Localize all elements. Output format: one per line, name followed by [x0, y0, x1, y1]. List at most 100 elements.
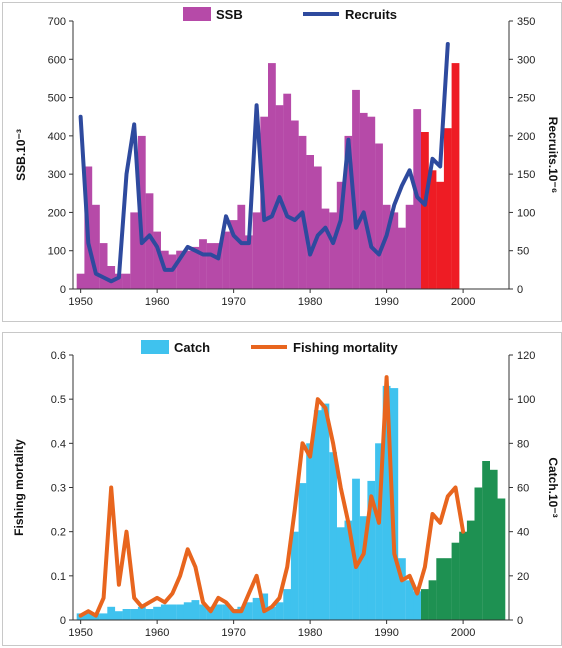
bar-1959	[145, 193, 154, 289]
bar-1963	[176, 250, 184, 289]
bar-2003	[482, 461, 490, 620]
bar-1976	[275, 602, 284, 620]
y-left-tick-label: 200	[48, 207, 66, 219]
bar-1975	[268, 606, 276, 621]
bar-1981	[313, 410, 322, 620]
catch-mortality-chart: 0 0.1 0.2 0.3 0.4 0.5 0.6 0 20 40 60 80 100 120 1950 19…	[12, 340, 560, 639]
bar-1998	[443, 558, 452, 620]
bar-1989	[375, 143, 383, 289]
bar-1995	[421, 132, 429, 289]
bar-1988	[367, 480, 376, 620]
bar-1990	[382, 204, 391, 289]
bar-1981	[313, 166, 322, 289]
bar-1999	[451, 63, 460, 289]
bar-1987	[359, 112, 368, 290]
bar-1973	[252, 212, 261, 289]
y-right-tick-label: 100	[517, 207, 535, 219]
y-left-tick-label: 0.4	[51, 438, 66, 450]
bar-1964	[183, 250, 192, 289]
bar-1984	[336, 527, 345, 621]
bar-1955	[115, 611, 123, 620]
bar-1957	[130, 609, 139, 620]
y-left-tick-label: 100	[48, 246, 66, 258]
bar-1971	[237, 606, 246, 621]
series-line	[78, 42, 450, 284]
bar-1953	[99, 243, 108, 289]
bar-1969	[222, 604, 230, 620]
y-right-tick-label: 200	[517, 131, 535, 143]
y-right-tick-label: 250	[517, 93, 535, 105]
bar-1968	[214, 243, 223, 289]
y-left-tick-label: 0	[60, 615, 66, 627]
y-left-tick-label: 0	[60, 284, 66, 296]
bar-1995	[421, 589, 429, 620]
y-left-tick-label: 700	[48, 16, 66, 28]
x-tick-label: 1970	[221, 627, 245, 639]
bar-2005	[497, 498, 506, 620]
y-left-tick-label: 0.5	[51, 394, 66, 406]
y-left-tick-label: 300	[48, 169, 66, 181]
bar-1951	[84, 613, 93, 620]
bar-1966	[199, 604, 207, 620]
bar-1983	[329, 452, 337, 620]
legend-bar-label: SSB	[216, 7, 243, 22]
bar-1961	[160, 604, 169, 620]
legend-line-label: Fishing mortality	[293, 340, 399, 355]
bar-1956	[122, 609, 131, 620]
bar-1954	[107, 606, 116, 621]
bar-1958	[137, 606, 146, 621]
bar-1956	[122, 273, 131, 289]
bar-2002	[474, 487, 483, 620]
bar-1980	[306, 155, 314, 289]
y-left-tick-label: 0.6	[51, 350, 66, 362]
y-axis-left-label: SSB.10⁻³	[14, 129, 28, 181]
x-tick-label: 1970	[221, 296, 245, 308]
legend-bar-swatch	[183, 7, 211, 21]
bar-1967	[206, 243, 215, 289]
bar-1987	[359, 516, 368, 620]
bar-1960	[153, 231, 161, 289]
bar-1992	[398, 558, 406, 620]
bar-1963	[176, 604, 184, 620]
bar-1989	[375, 443, 383, 620]
bar-1970	[229, 609, 238, 620]
x-tick-label: 2000	[451, 627, 475, 639]
bar-1991	[390, 212, 399, 289]
bar-1973	[252, 597, 261, 620]
bar-1982	[321, 403, 330, 620]
bar-1996	[428, 580, 437, 621]
bar-1952	[92, 204, 100, 289]
bar-1984	[336, 181, 345, 289]
y-right-tick-label: 120	[517, 350, 535, 362]
x-tick-label: 1950	[68, 627, 92, 639]
bar-2000	[459, 531, 467, 620]
x-tick-label: 1980	[298, 627, 322, 639]
legend-bar-swatch	[141, 340, 169, 354]
bar-1953	[99, 613, 108, 620]
bar-1997	[436, 558, 445, 620]
bar-1982	[321, 208, 330, 289]
bar-1965	[191, 246, 200, 289]
y-axis-right-label: Catch.10⁻³	[546, 457, 560, 517]
bar-1950	[76, 273, 85, 289]
y-right-tick-label: 80	[517, 438, 529, 450]
x-tick-label: 1960	[145, 296, 169, 308]
series-line	[78, 375, 466, 618]
y-right-tick-label: 0	[517, 615, 523, 627]
bar-1969	[222, 231, 230, 289]
bar-1979	[298, 483, 307, 620]
bar-1997	[436, 181, 445, 289]
bar-1991	[390, 388, 399, 620]
bar-1966	[199, 239, 207, 289]
bar-1988	[367, 116, 376, 289]
y-left-tick-label: 600	[48, 54, 66, 66]
y-axis-left-label: Fishing mortality	[12, 439, 26, 536]
y-right-tick-label: 350	[517, 16, 535, 28]
bar-1990	[382, 385, 391, 620]
bar-1955	[115, 273, 123, 289]
ssb-recruits-chart-panel: 0 100 200 300 400 500 600 700 0 50 100 150 200 250 300…	[2, 2, 562, 322]
y-left-tick-label: 400	[48, 131, 66, 143]
bar-1985	[344, 520, 353, 620]
bar-1983	[329, 212, 337, 289]
bar-1965	[191, 600, 200, 620]
